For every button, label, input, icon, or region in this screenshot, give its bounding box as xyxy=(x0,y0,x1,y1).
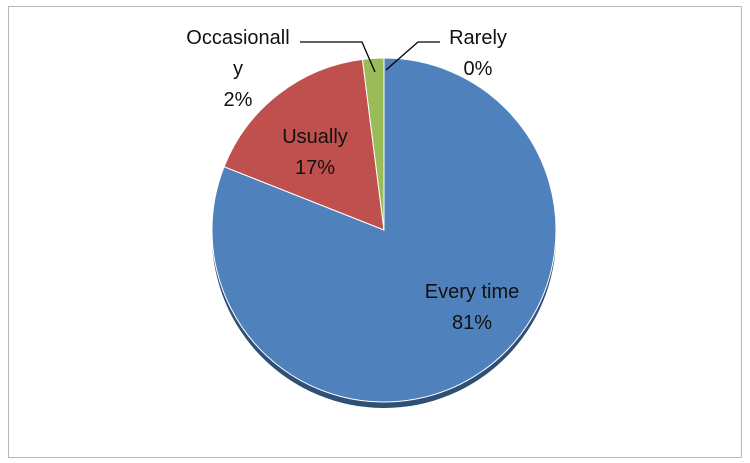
leader-line-rarely xyxy=(385,41,440,71)
slice-label-every-time: Every time xyxy=(425,281,519,303)
pie-slices xyxy=(211,57,557,403)
slice-label-rarely: Rarely xyxy=(449,27,507,49)
pie-slice-occasionall xyxy=(361,57,385,231)
slice-value-usually: 17% xyxy=(295,157,335,179)
slice-label-usually: Usually xyxy=(282,126,348,148)
slice-value-every-time: 81% xyxy=(452,312,492,334)
slice-value-occasionally: 2% xyxy=(224,89,253,111)
slice-label-occasionally-line2: y xyxy=(233,58,243,80)
slice-value-rarely: 0% xyxy=(464,58,493,80)
slice-label-occasionally: Occasionall xyxy=(186,27,289,49)
leader-line-occasionally xyxy=(300,41,376,73)
pie-slice-usually xyxy=(223,58,385,231)
leader-lines xyxy=(300,41,440,73)
